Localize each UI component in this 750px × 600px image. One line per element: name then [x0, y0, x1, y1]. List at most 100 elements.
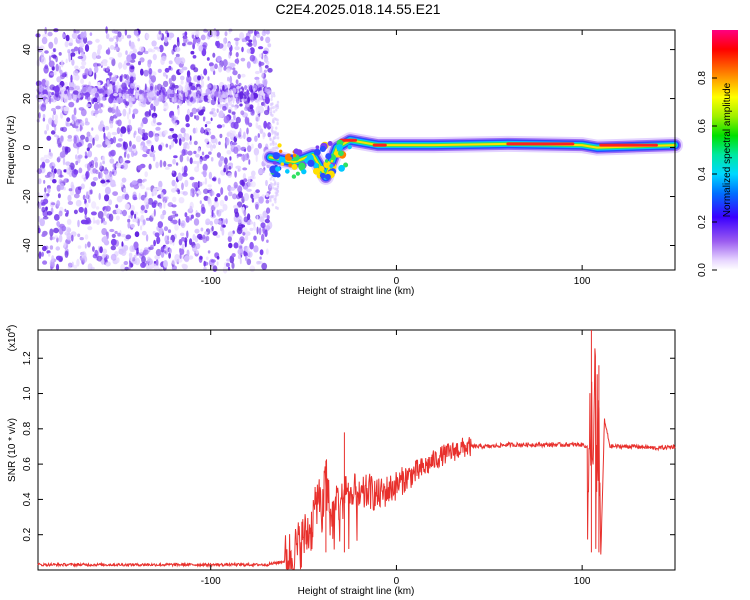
heatmap-noise-cell: [71, 32, 78, 40]
heatmap-noise-cell: [102, 248, 108, 255]
heatmap-noise-cell: [250, 181, 256, 188]
heatmap-noise-cell: [58, 223, 65, 228]
heatmap-noise-cell: [38, 84, 43, 93]
heatmap-noise-cell: [77, 55, 84, 60]
heatmap-noise-cell: [59, 151, 66, 158]
heatmap-noise-cell: [156, 90, 160, 97]
heatmap-noise-cell: [117, 52, 123, 58]
heatmap-noise-cell: [239, 91, 244, 99]
heatmap-noise-cell: [197, 147, 201, 153]
heatmap-noise-cell: [267, 43, 272, 48]
heatmap-noise-cell: [80, 134, 86, 140]
heatmap-noise-cell: [249, 241, 254, 250]
heatmap-noise-cell: [241, 46, 244, 53]
heatmap-noise-cell: [108, 213, 114, 222]
heatmap-noise-cell: [116, 195, 123, 203]
heatmap-noise-cell: [155, 126, 161, 131]
x-tick-label: -100: [201, 276, 221, 287]
heatmap-noise-cell: [154, 254, 161, 260]
heatmap-noise-cell: [255, 189, 260, 194]
heatmap-noise-cell: [92, 253, 98, 259]
heatmap-noise-cell: [204, 177, 208, 185]
heatmap-noise-cell: [270, 128, 274, 132]
heatmap-noise-cell: [258, 46, 264, 50]
heatmap-noise-cell: [46, 123, 50, 131]
heatmap-noise-cell: [262, 131, 265, 140]
heatmap-noise-cell: [172, 133, 178, 139]
heatmap-noise-cell: [211, 108, 216, 112]
heatmap-noise-cell: [63, 242, 67, 249]
heatmap-noise-cell: [145, 33, 150, 40]
heatmap-noise-cell: [196, 160, 200, 169]
heatmap-noise-cell: [117, 31, 122, 38]
heatmap-noise-cell: [93, 112, 96, 116]
heatmap-noise-cell: [58, 234, 63, 243]
heatmap-noise-cell: [214, 196, 218, 203]
heatmap-noise-cell: [110, 253, 117, 261]
heatmap-noise-cell: [141, 230, 147, 236]
heatmap-noise-cell: [218, 97, 223, 103]
heatmap-noise-cell: [179, 68, 184, 74]
heatmap-signal-blob: [284, 153, 293, 161]
heatmap-noise-cell: [247, 141, 250, 146]
heatmap-noise-cell: [113, 103, 116, 110]
colorbar-tick-label: 0.4: [697, 167, 708, 181]
heatmap-noise-cell: [258, 227, 262, 236]
heatmap-noise-cell: [138, 192, 141, 200]
heatmap-noise-cell: [115, 109, 121, 117]
heatmap-noise-cell: [146, 187, 151, 191]
heatmap-noise-cell: [175, 162, 179, 166]
heatmap-noise-cell: [181, 66, 188, 71]
heatmap-noise-cell: [139, 89, 144, 94]
heatmap-noise-cell: [275, 126, 278, 130]
heatmap-noise-cell: [276, 121, 279, 126]
heatmap-signal-blob: [336, 144, 343, 151]
heatmap-noise-cell: [233, 113, 236, 121]
heatmap-noise-cell: [129, 245, 135, 253]
heatmap-noise-cell: [264, 218, 270, 224]
heatmap-noise-cell: [46, 135, 52, 141]
heatmap-noise-cell: [117, 138, 123, 142]
heatmap-noise-cell: [190, 214, 194, 219]
heatmap-noise-cell: [122, 209, 127, 217]
heatmap-noise-cell: [56, 76, 62, 83]
heatmap-noise-cell: [80, 53, 87, 62]
heatmap-noise-cell: [229, 97, 235, 102]
heatmap-noise-cell: [186, 98, 190, 106]
heatmap-noise-cell: [165, 74, 168, 79]
heatmap-noise-cell: [189, 97, 193, 103]
heatmap-noise-cell: [274, 104, 277, 109]
heatmap-noise-cell: [250, 221, 254, 225]
heatmap-noise-cell: [198, 181, 203, 187]
heatmap-noise-cell: [272, 91, 276, 95]
heatmap-noise-cell: [105, 261, 111, 267]
heatmap-noise-cell: [259, 256, 262, 260]
heatmap-noise-cell: [264, 65, 269, 69]
heatmap-noise-cell: [60, 59, 64, 68]
heatmap-noise-cell: [257, 125, 262, 130]
heatmap-noise-cell: [273, 146, 276, 150]
heatmap-noise-cell: [84, 44, 90, 52]
heatmap-noise-cell: [228, 109, 232, 114]
heatmap-noise-cell: [228, 191, 233, 197]
heatmap-noise-cell: [197, 233, 203, 240]
heatmap-noise-cell: [171, 210, 177, 214]
colorbar-tick-label: 0.6: [697, 119, 708, 133]
heatmap-noise-cell: [80, 78, 85, 85]
heatmap-noise-cell: [168, 252, 172, 259]
heatmap-noise-cell: [104, 125, 110, 131]
heatmap-noise-cell: [80, 31, 84, 40]
heatmap-noise-cell: [140, 185, 146, 190]
heatmap-noise-cell: [58, 174, 64, 178]
heatmap-noise-cell: [47, 31, 53, 37]
heatmap-noise-cell: [262, 78, 268, 87]
heatmap-noise-cell: [53, 70, 57, 76]
heatmap-noise-cell: [55, 263, 60, 271]
heatmap-noise-cell: [156, 83, 162, 91]
heatmap-noise-cell: [207, 95, 211, 100]
heatmap-noise-cell: [232, 67, 236, 71]
heatmap-noise-cell: [158, 227, 164, 235]
heatmap-noise-cell: [200, 73, 203, 82]
heatmap-noise-cell: [59, 69, 63, 76]
heatmap-noise-region: [35, 26, 280, 274]
